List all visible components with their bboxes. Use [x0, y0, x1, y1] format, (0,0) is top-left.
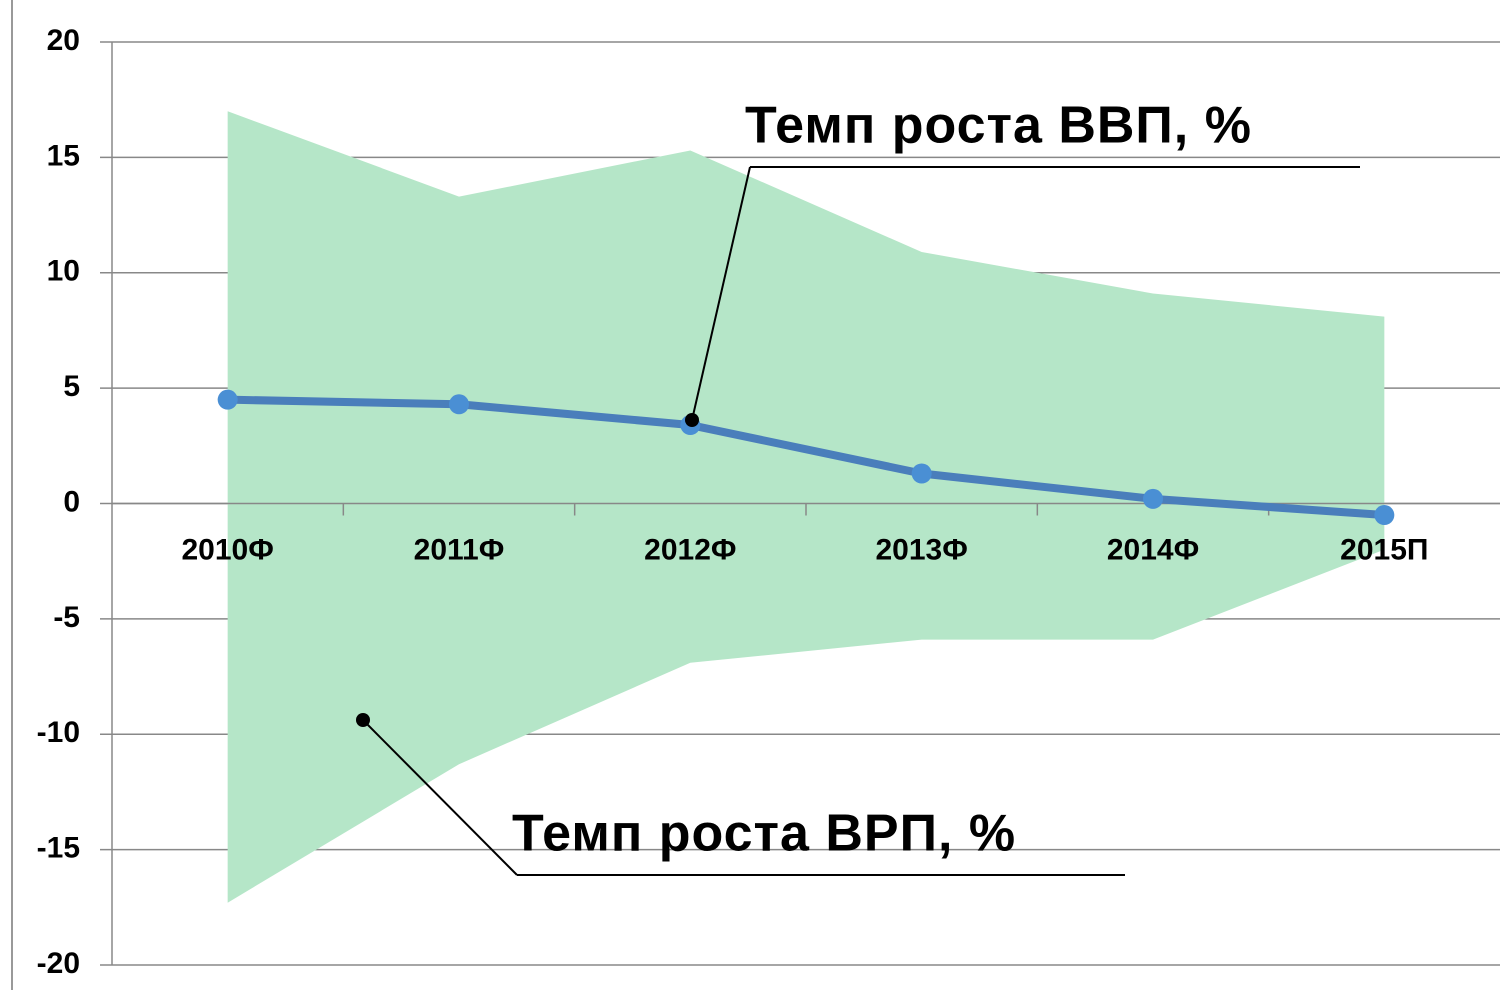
y-tick-label: -10 [37, 716, 80, 749]
marker [1143, 488, 1163, 509]
series-annotation: Темп роста ВРП, % [512, 805, 1016, 863]
y-tick-label: 20 [47, 24, 80, 57]
x-tick-label: 2013Ф [875, 533, 967, 566]
leader-line [362, 719, 518, 876]
leader-line [691, 166, 751, 421]
y-tick-label: -20 [37, 947, 80, 980]
marker [449, 394, 469, 415]
x-tick-label: 2012Ф [644, 533, 736, 566]
y-tick-label: 15 [47, 139, 80, 172]
x-tick-label: 2010Ф [181, 533, 273, 566]
x-tick-label: 2014Ф [1107, 533, 1199, 566]
x-tick-label: 2011Ф [414, 533, 505, 566]
line [227, 395, 1385, 520]
y-tick-label: 0 [63, 485, 80, 518]
leader-dot [685, 413, 699, 427]
y-tick-label: -5 [53, 601, 80, 634]
marker [1374, 505, 1395, 526]
series-annotation: Темп роста ВВП, % [745, 97, 1252, 155]
y-tick-label: 5 [63, 370, 80, 403]
marker [911, 463, 932, 484]
y-tick-label: -15 [37, 832, 80, 865]
marker [217, 389, 238, 410]
y-tick-label: 10 [47, 255, 80, 288]
x-tick-label: 2015П [1340, 533, 1428, 566]
leader-dot [356, 713, 370, 727]
